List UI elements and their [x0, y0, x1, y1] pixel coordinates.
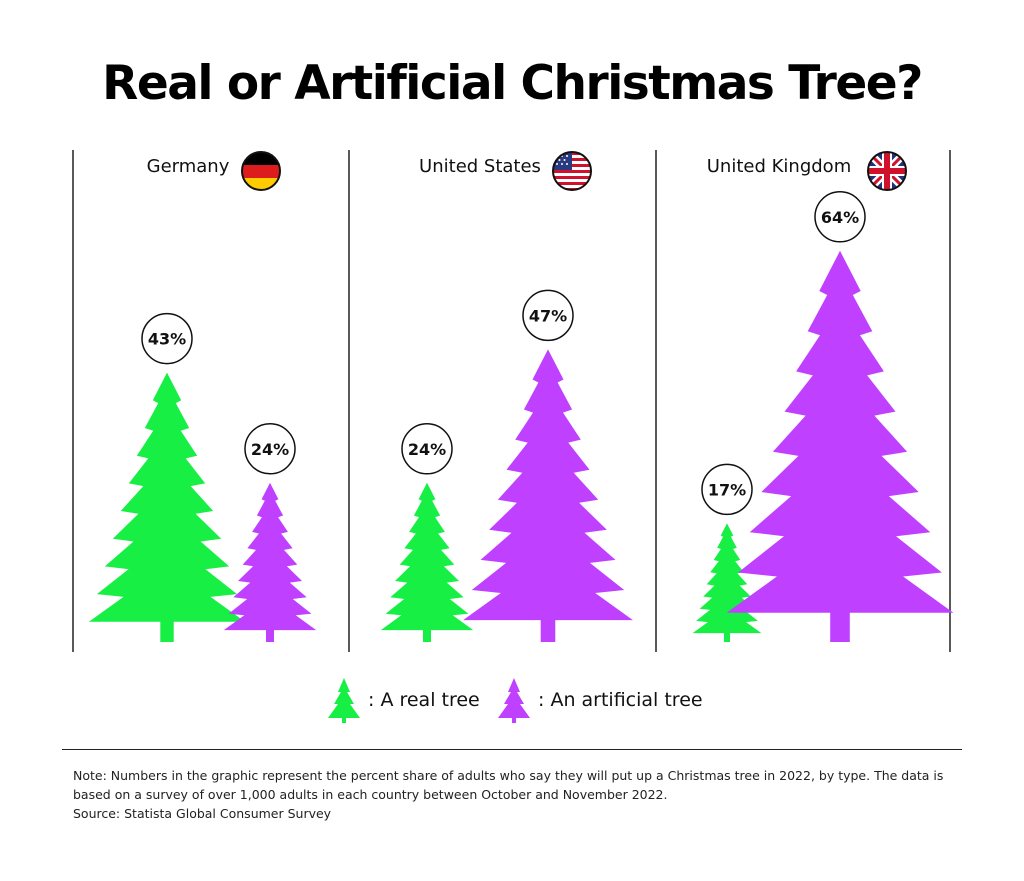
- real-tree-icon: [328, 678, 360, 723]
- divider: [62, 749, 962, 750]
- artificial-tree-mark: [223, 482, 317, 642]
- real-tree-mark: [88, 372, 246, 642]
- artificial-tree-mark: [463, 349, 633, 642]
- legend-label-artificial: : An artificial tree: [538, 689, 703, 711]
- real-tree-mark: [380, 482, 474, 642]
- note-line-1: Note: Numbers in the graphic represent t…: [73, 768, 944, 783]
- tree-chart: Germany United States United Kingdom 43% 24%…: [72, 150, 954, 652]
- legend: : A real tree : An artificial tree: [0, 676, 1024, 726]
- value-bubble: [244, 423, 296, 475]
- footnote: Note: Numbers in the graphic represent t…: [73, 766, 973, 823]
- value-bubble: [814, 191, 866, 243]
- value-label: 64%: [821, 208, 859, 227]
- legend-item-real: : A real tree: [326, 676, 480, 724]
- legend-label-real: : A real tree: [368, 689, 480, 711]
- country-label: United Kingdom: [707, 156, 851, 177]
- value-bubble: [141, 312, 193, 365]
- germany-flag-icon: [241, 151, 281, 191]
- usa-flag-icon: [552, 151, 592, 191]
- real-tree-mark: [692, 523, 762, 642]
- value-bubble: [522, 289, 574, 342]
- value-label: 24%: [408, 440, 446, 459]
- artificial-tree-mark: [726, 250, 954, 643]
- country-label: United States: [419, 156, 541, 177]
- uk-flag-icon: [867, 151, 907, 191]
- value-label: 17%: [708, 480, 746, 499]
- value-label: 43%: [148, 330, 186, 349]
- value-label: 24%: [251, 440, 289, 459]
- source-line: Source: Statista Global Consumer Survey: [73, 806, 332, 821]
- value-label: 47%: [529, 306, 567, 325]
- note-line-2: based on a survey of over 1,000 adults i…: [73, 787, 668, 802]
- country-label: Germany: [147, 156, 230, 177]
- value-bubble: [701, 463, 753, 516]
- value-bubble: [401, 423, 453, 475]
- artificial-tree-icon: [498, 678, 530, 723]
- page-title: Real or Artificial Christmas Tree?: [102, 56, 923, 111]
- legend-item-artificial: : An artificial tree: [496, 676, 703, 724]
